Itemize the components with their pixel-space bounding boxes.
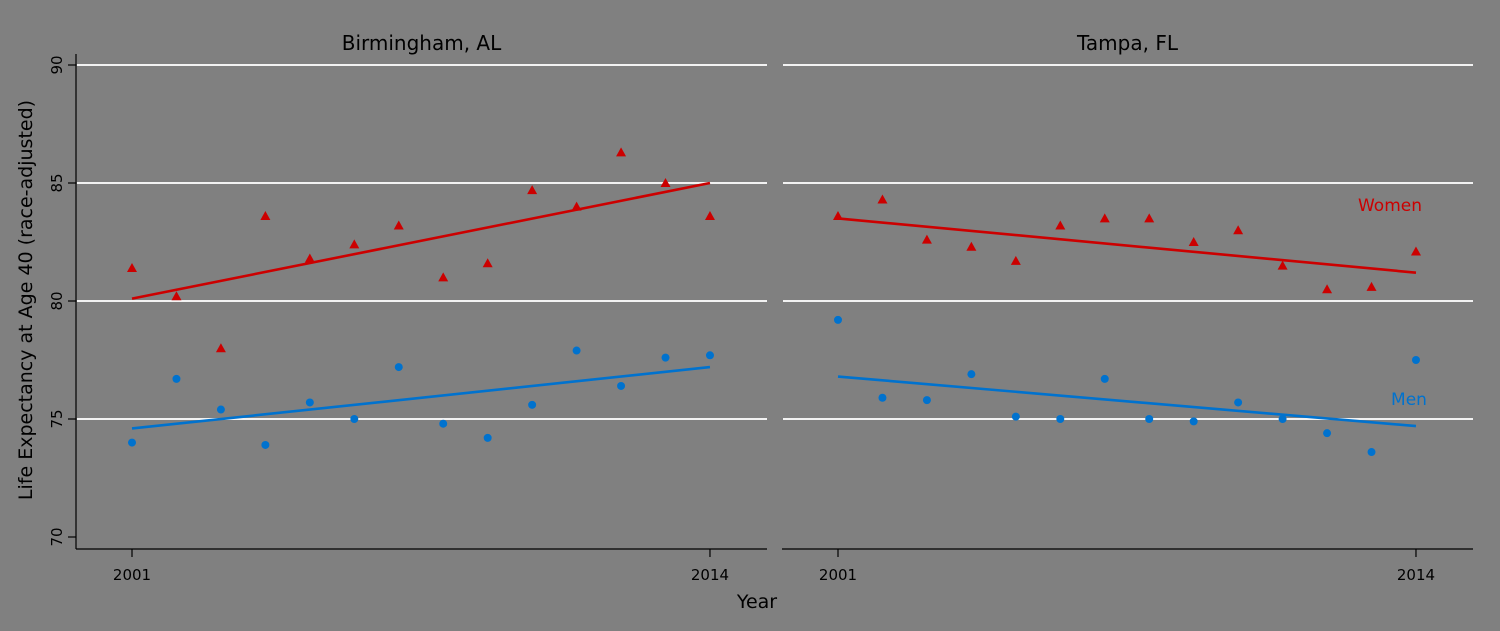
data-point-triangle [304, 253, 315, 263]
data-point-triangle [393, 220, 404, 230]
x-tick-label: 2001 [819, 566, 857, 584]
data-point-circle [1367, 448, 1376, 457]
data-point-circle [483, 433, 492, 442]
data-point-circle [261, 440, 270, 449]
data-point-circle [661, 353, 670, 362]
panel-birmingham: Birmingham, AL 70 75 80 85 90 2001 2014 [48, 31, 767, 584]
data-point-circle [528, 400, 537, 409]
y-tick-label: 80 [48, 291, 66, 310]
data-point-triangle [571, 201, 582, 211]
data-point-triangle [1144, 213, 1155, 223]
data-point-triangle [215, 343, 226, 353]
y-tick-label: 70 [48, 527, 66, 546]
data-point-triangle [616, 147, 627, 157]
data-point-circle [439, 419, 448, 428]
data-point-triangle [660, 178, 671, 187]
y-tick-label: 90 [48, 55, 66, 74]
y-axis-title: Life Expectancy at Age 40 (race-adjusted… [15, 100, 37, 500]
data-point-triangle [1410, 246, 1421, 256]
data-point-circle [572, 346, 581, 355]
data-point-circle [172, 374, 181, 383]
data-point-circle [1100, 374, 1109, 383]
data-point-circle [350, 415, 359, 423]
data-point-triangle [127, 262, 137, 272]
data-point-circle [1145, 415, 1154, 423]
series-women [127, 147, 715, 353]
data-point-triangle [921, 234, 932, 244]
series-women [833, 194, 1421, 294]
data-point-circle [128, 438, 136, 447]
data-point-circle [922, 396, 931, 405]
y-tick-label: 85 [48, 173, 66, 192]
data-point-triangle [1366, 281, 1377, 291]
data-point-triangle [349, 239, 360, 249]
data-point-triangle [171, 291, 182, 301]
data-point-triangle [482, 258, 493, 268]
data-point-circle [394, 363, 403, 372]
series-label-women: Women [1358, 196, 1422, 216]
data-point-triangle [704, 211, 715, 221]
data-point-triangle [833, 211, 843, 221]
panel-tampa: Tampa, FL 2001 2014 [782, 31, 1473, 584]
series-men [128, 346, 714, 449]
data-point-circle [1411, 356, 1420, 364]
x-axis-title: Year [736, 591, 777, 613]
data-point-triangle [877, 194, 888, 204]
x-tick-label: 2001 [113, 566, 151, 584]
trend-line [837, 217, 1417, 274]
trend-line [131, 181, 711, 300]
data-point-circle [1234, 398, 1243, 407]
x-tick-label: 2014 [1397, 566, 1435, 584]
data-point-triangle [966, 241, 977, 251]
x-tick-label: 2014 [691, 566, 729, 584]
data-point-circle [1323, 429, 1332, 438]
data-point-triangle [1188, 237, 1199, 246]
data-point-circle [216, 405, 225, 414]
data-point-circle [617, 381, 626, 390]
series-men [834, 315, 1420, 457]
data-point-circle [305, 398, 314, 407]
trend-line [131, 365, 711, 430]
panel-title: Tampa, FL [1076, 31, 1179, 55]
data-point-triangle [1010, 255, 1021, 265]
data-point-triangle [1055, 220, 1066, 230]
data-point-circle [1011, 412, 1020, 421]
data-point-triangle [1099, 213, 1110, 223]
data-point-triangle [1277, 260, 1288, 270]
panel-title: Birmingham, AL [342, 31, 502, 55]
data-point-circle [1056, 415, 1065, 423]
data-point-triangle [1233, 225, 1244, 235]
series-label-men: Men [1391, 390, 1427, 410]
data-point-triangle [260, 211, 271, 221]
data-point-circle [1189, 417, 1198, 426]
trend-line [837, 375, 1417, 428]
data-point-circle [1278, 415, 1287, 423]
data-point-circle [834, 315, 842, 324]
y-tick-label: 75 [48, 409, 66, 428]
data-point-circle [878, 393, 887, 402]
data-point-circle [705, 351, 714, 360]
data-point-triangle [438, 272, 449, 282]
data-point-triangle [1322, 284, 1333, 294]
data-point-triangle [527, 185, 538, 195]
data-point-circle [967, 370, 976, 379]
